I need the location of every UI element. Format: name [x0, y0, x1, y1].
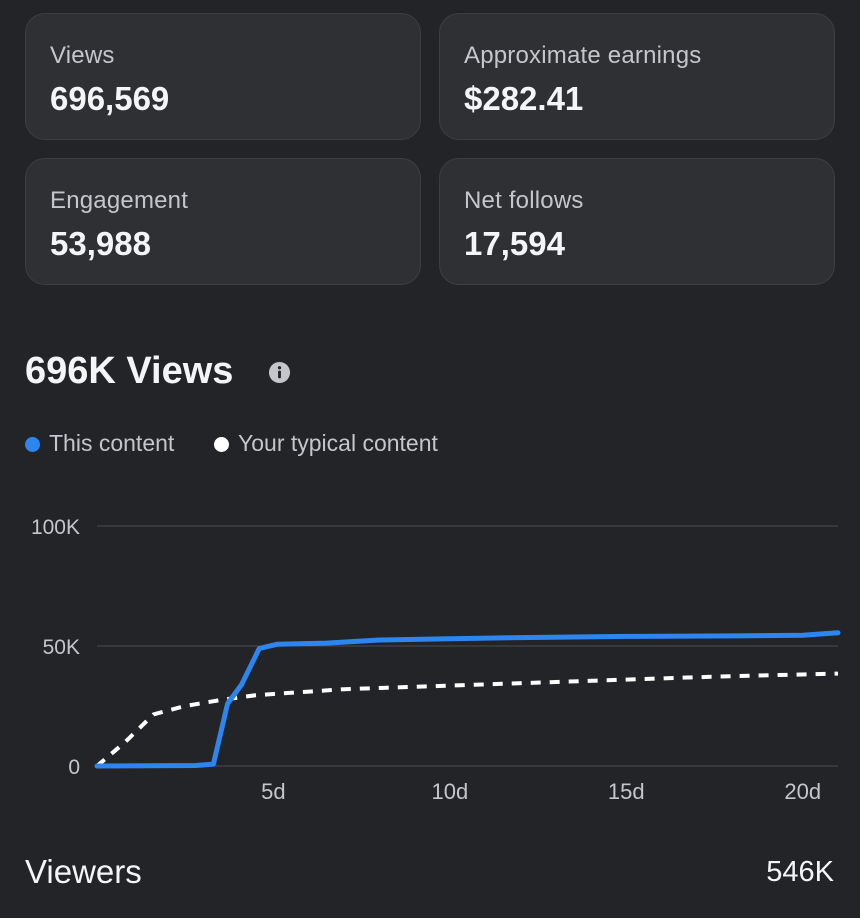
x-tick-label: 5d — [261, 779, 285, 804]
stat-value: 53,988 — [50, 225, 151, 262]
stat-value: $282.41 — [464, 80, 584, 117]
stat-label: Views — [50, 42, 115, 69]
x-tick-label: 15d — [608, 779, 645, 804]
legend-dot — [214, 437, 229, 452]
x-tick-label: 10d — [431, 779, 468, 804]
y-tick-label: 50K — [43, 636, 80, 659]
stat-label: Engagement — [50, 187, 189, 214]
info-icon[interactable] — [268, 361, 291, 384]
stat-card-net-follows[interactable]: Net follows 17,594 — [439, 158, 835, 285]
legend-label: Your typical content — [238, 430, 438, 456]
y-tick-label: 100K — [31, 516, 80, 539]
stat-label: Approximate earnings — [464, 42, 702, 69]
viewers-value: 546K — [766, 856, 834, 888]
stat-value: 17,594 — [464, 225, 565, 262]
views-line-chart[interactable]: 0 50K 100K 5d 10d 15d 20d — [0, 500, 860, 820]
stat-card-views[interactable]: Views 696,569 — [25, 13, 421, 140]
y-tick-label: 0 — [68, 756, 80, 779]
series-line-typical-content — [95, 671, 839, 768]
stat-card-earnings[interactable]: Approximate earnings $282.41 — [439, 13, 835, 140]
x-tick-label: 20d — [784, 779, 821, 804]
legend-label: This content — [49, 430, 175, 456]
series-line-this-content — [94, 630, 841, 769]
stat-label: Net follows — [464, 187, 584, 214]
stat-value: 696,569 — [50, 80, 170, 117]
legend-dot — [25, 437, 40, 452]
views-section-title: 696K Views — [25, 350, 234, 392]
stat-card-engagement[interactable]: Engagement 53,988 — [25, 158, 421, 285]
viewers-label: Viewers — [25, 853, 142, 890]
